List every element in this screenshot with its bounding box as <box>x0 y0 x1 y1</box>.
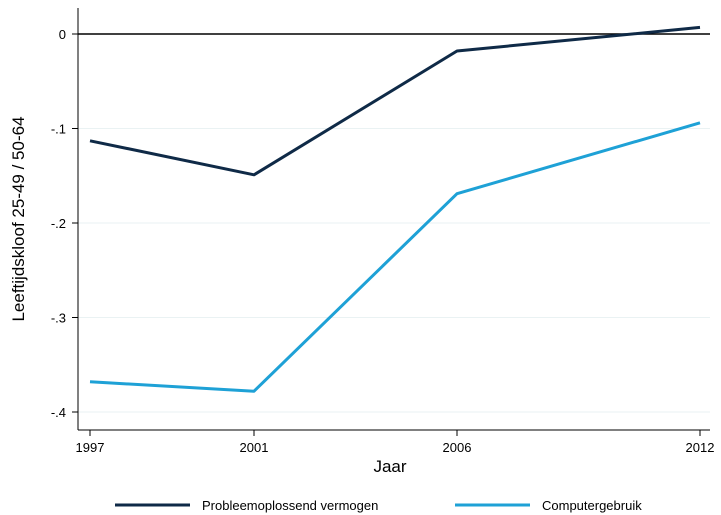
legend: Probleemoplossend vermogen Computergebrui… <box>115 498 642 513</box>
y-axis-ticks: 0 -.1 -.2 -.3 -.4 <box>51 27 78 420</box>
x-axis-title: Jaar <box>373 457 406 476</box>
y-tick-label: -.3 <box>51 311 66 326</box>
x-tick-label: 1997 <box>76 440 105 455</box>
y-tick-label: 0 <box>59 27 66 42</box>
y-tick-label: -.1 <box>51 122 66 137</box>
series-line-1 <box>89 121 701 393</box>
legend-label-1: Computergebruik <box>542 498 642 513</box>
y-tick-label: -.2 <box>51 216 66 231</box>
y-tick-label: -.4 <box>51 405 66 420</box>
y-axis-title: Leeftijdskloof 25-49 / 50-64 <box>9 116 28 321</box>
legend-label-0: Probleemoplossend vermogen <box>202 498 378 513</box>
series-line-0 <box>89 25 701 177</box>
x-axis-ticks: 1997 2001 2006 2012 <box>76 430 715 455</box>
gridlines <box>78 128 710 413</box>
x-tick-label: 2001 <box>240 440 269 455</box>
x-tick-label: 2012 <box>686 440 715 455</box>
series-lines <box>89 25 701 393</box>
x-tick-label: 2006 <box>443 440 472 455</box>
